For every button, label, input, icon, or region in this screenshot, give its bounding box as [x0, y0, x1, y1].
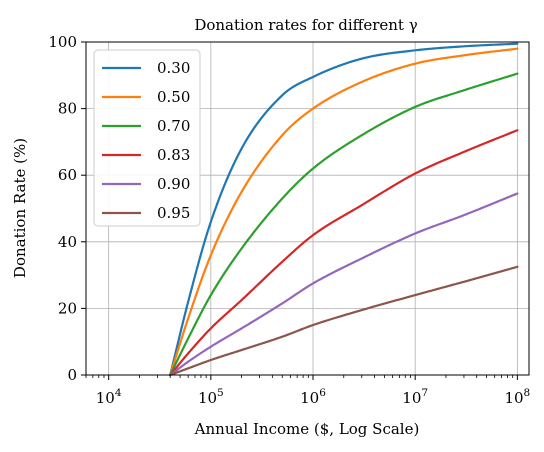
y-tick-label: 0 — [67, 366, 77, 384]
legend-label: 0.90 — [157, 175, 190, 193]
x-axis-label: Annual Income ($, Log Scale) — [194, 420, 420, 438]
series-line-0-70 — [169, 72, 519, 377]
legend-label: 0.95 — [157, 204, 190, 222]
y-tick-label: 80 — [58, 100, 77, 118]
series-line-0-83 — [169, 129, 519, 377]
x-tick-label: 105 — [198, 387, 224, 407]
y-tick-label: 100 — [48, 33, 77, 51]
series-line-0-90 — [169, 192, 519, 377]
x-tick-label: 106 — [300, 387, 326, 407]
series-line-0-50 — [169, 47, 519, 377]
x-tick-label: 108 — [504, 387, 530, 407]
x-axis-ticks: 104 105 106 107 108 — [85, 375, 530, 407]
series-lines — [169, 42, 519, 377]
legend-label: 0.30 — [157, 59, 190, 77]
legend-label: 0.50 — [157, 88, 190, 106]
y-axis-label: Donation Rate (%) — [11, 138, 29, 278]
y-tick-label: 20 — [58, 299, 77, 317]
legend-items: 0.30 0.50 0.70 0.83 0.90 0.95 — [102, 59, 190, 222]
y-axis-ticks: 0 20 40 60 80 100 — [48, 33, 86, 384]
series-line-0-30 — [169, 42, 519, 377]
x-tick-label: 104 — [96, 387, 122, 407]
series-line-0-95 — [169, 265, 519, 377]
legend: 0.30 0.50 0.70 0.83 0.90 0.95 — [93, 49, 201, 227]
plot-frame — [85, 41, 530, 376]
legend-box — [93, 49, 201, 227]
legend-label: 0.83 — [157, 146, 190, 164]
y-tick-label: 40 — [58, 233, 77, 251]
chart-title: Donation rates for different γ — [194, 16, 417, 34]
x-tick-label: 107 — [402, 387, 428, 407]
y-tick-label: 60 — [58, 166, 77, 184]
legend-label: 0.70 — [157, 117, 190, 135]
